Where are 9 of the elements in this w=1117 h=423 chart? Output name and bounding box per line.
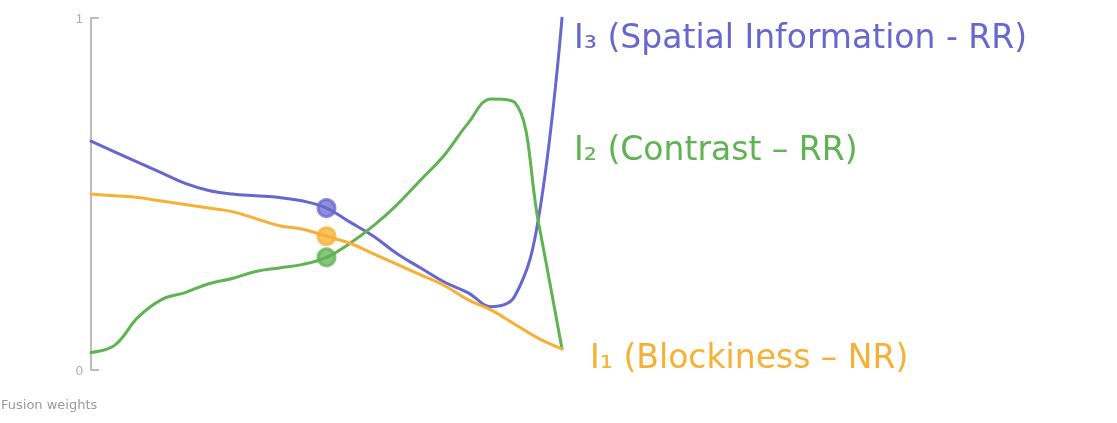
series-label: I₃ (Spatial Information - RR) xyxy=(574,16,1028,56)
y-axis-title: Fusion weights xyxy=(1,397,98,412)
y-tick-label: 1 xyxy=(75,10,83,26)
line-series xyxy=(89,16,564,309)
line-series xyxy=(89,192,564,351)
series-label: I₁ (Blockiness – NR) xyxy=(590,337,909,377)
y-tick-label: 0 xyxy=(75,362,83,378)
series-label: I₂ (Contrast – RR) xyxy=(574,129,858,169)
line-series xyxy=(89,97,564,354)
